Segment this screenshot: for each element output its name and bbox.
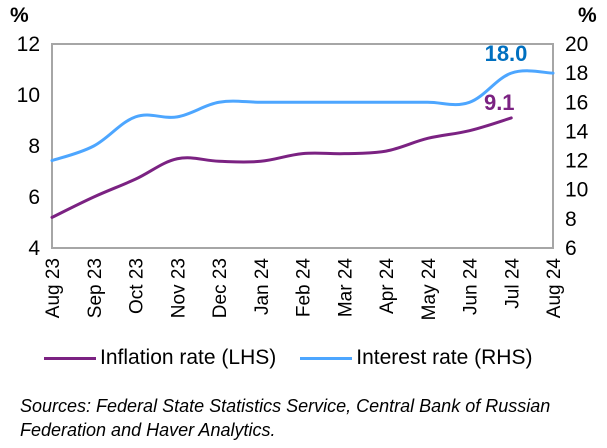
right-tick-label: 18	[565, 62, 588, 85]
line-chart: 4 6 8 10 12 6 8 10 12 14 16 18 20 Aug 23 Sep 23 Oct 2…	[10, 4, 597, 321]
right-tick-label: 14	[565, 120, 589, 143]
x-axis: Aug 23 Sep 23 Oct 23 Nov 23 Dec 23 Jan 24 Feb …	[43, 258, 565, 321]
right-tick-label: 10	[565, 179, 588, 202]
legend-swatch-interest	[300, 356, 353, 360]
legend-item-interest: Interest rate (RHS)	[300, 346, 532, 370]
x-tick-label: Sep 23	[85, 258, 106, 318]
x-tick-label: Apr 24	[377, 258, 398, 314]
x-tick-label: Jul 24	[502, 258, 523, 309]
right-axis-unit-label: %	[578, 4, 597, 27]
plot-area	[51, 43, 554, 249]
left-axis-unit-label: %	[10, 4, 29, 27]
right-tick-label: 16	[565, 91, 588, 114]
left-tick-label: 4	[28, 237, 40, 260]
series-line-inflation	[50, 116, 513, 219]
x-tick-label: Jan 24	[252, 258, 273, 315]
left-tick-label: 10	[17, 84, 40, 107]
legend-item-inflation: Inflation rate (LHS)	[44, 346, 276, 370]
source-note: Sources: Federal State Statistics Servic…	[20, 396, 551, 440]
data-label-inflation: 9.1	[484, 90, 515, 115]
left-tick-label: 8	[28, 135, 40, 158]
series-line-interest	[50, 69, 555, 163]
x-tick-label: May 24	[419, 258, 440, 321]
right-axis: 6 8 10 12 14 16 18 20	[565, 33, 589, 260]
x-tick-label: Aug 24	[544, 258, 565, 319]
right-tick-label: 6	[565, 237, 577, 260]
right-tick-label: 20	[565, 33, 588, 56]
data-label-interest: 18.0	[485, 41, 528, 66]
x-tick-label: Nov 23	[168, 258, 189, 318]
x-tick-label: Oct 23	[127, 258, 148, 314]
x-tick-label: Mar 24	[335, 258, 356, 318]
x-tick-label: Jun 24	[461, 258, 482, 315]
right-tick-label: 12	[565, 150, 588, 173]
left-tick-label: 12	[17, 33, 40, 56]
legend: Inflation rate (LHS) Interest rate (RHS)	[44, 346, 604, 370]
left-axis: 4 6 8 10 12	[17, 33, 41, 260]
series-layer: 18.0 9.1	[50, 41, 555, 219]
legend-label-inflation: Inflation rate (LHS)	[100, 346, 277, 369]
right-tick-label: 8	[565, 208, 577, 231]
x-tick-label: Dec 23	[210, 258, 231, 318]
left-tick-label: 6	[28, 186, 40, 209]
x-tick-label: Aug 23	[43, 258, 64, 318]
x-tick-label: Feb 24	[294, 258, 315, 318]
legend-swatch-inflation	[44, 356, 96, 360]
legend-label-interest: Interest rate (RHS)	[356, 346, 533, 369]
